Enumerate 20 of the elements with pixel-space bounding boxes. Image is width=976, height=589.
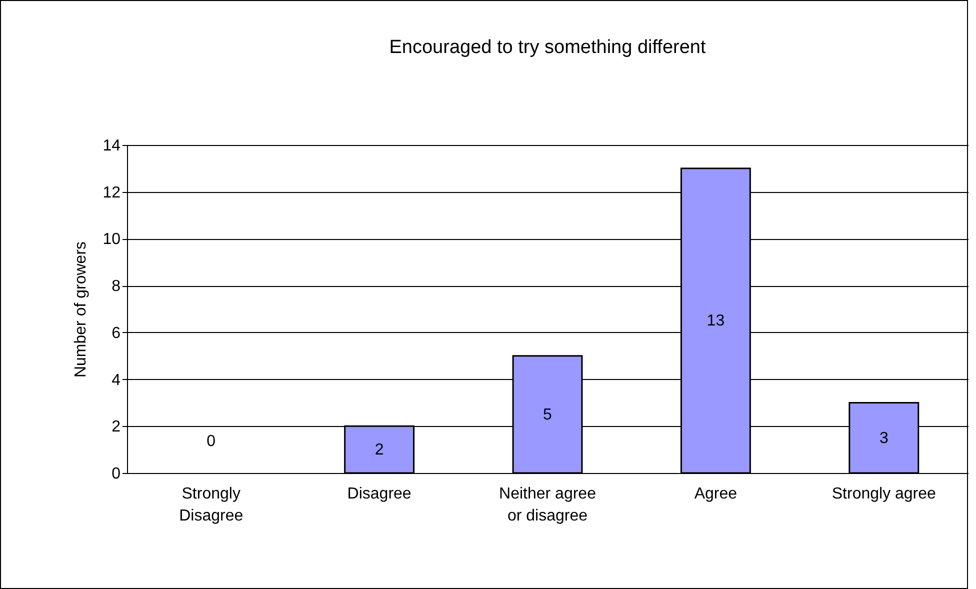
x-tick-label: Neither agree or disagree (499, 486, 596, 524)
x-tick-label: Disagree (347, 486, 412, 502)
y-tick-label: 14 (102, 138, 121, 154)
y-tick-label: 12 (102, 184, 121, 202)
chart-title: Encouraged to try something different (389, 37, 706, 58)
x-tick-label: Strongly Disagree (179, 486, 244, 524)
data-label: 3 (879, 430, 888, 447)
data-label: 13 (706, 312, 725, 330)
y-tick-label: 0 (112, 466, 121, 482)
x-tick-label: Agree (694, 486, 738, 502)
data-label: 0 (206, 433, 216, 450)
y-tick-label: 10 (102, 231, 121, 248)
y-tick-label: 8 (112, 278, 121, 296)
y-tick-label: 2 (112, 418, 121, 436)
x-tick-label: Strongly agree (832, 486, 936, 502)
y-axis-title: Number of growers (72, 241, 90, 378)
data-label: 2 (374, 442, 384, 459)
y-tick-label: 4 (112, 372, 121, 389)
y-tick-label: 6 (112, 324, 121, 342)
data-label: 5 (543, 406, 552, 424)
